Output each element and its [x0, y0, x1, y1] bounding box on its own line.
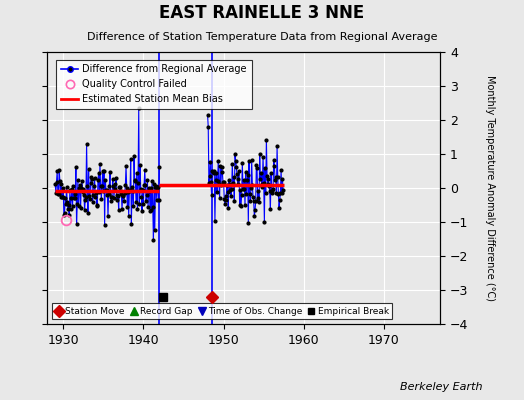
Y-axis label: Monthly Temperature Anomaly Difference (°C): Monthly Temperature Anomaly Difference (… — [485, 75, 495, 301]
Legend: Station Move, Record Gap, Time of Obs. Change, Empirical Break: Station Move, Record Gap, Time of Obs. C… — [52, 303, 392, 320]
Text: Difference of Station Temperature Data from Regional Average: Difference of Station Temperature Data f… — [87, 32, 437, 42]
Text: Berkeley Earth: Berkeley Earth — [400, 382, 482, 392]
Text: EAST RAINELLE 3 NNE: EAST RAINELLE 3 NNE — [159, 4, 365, 22]
